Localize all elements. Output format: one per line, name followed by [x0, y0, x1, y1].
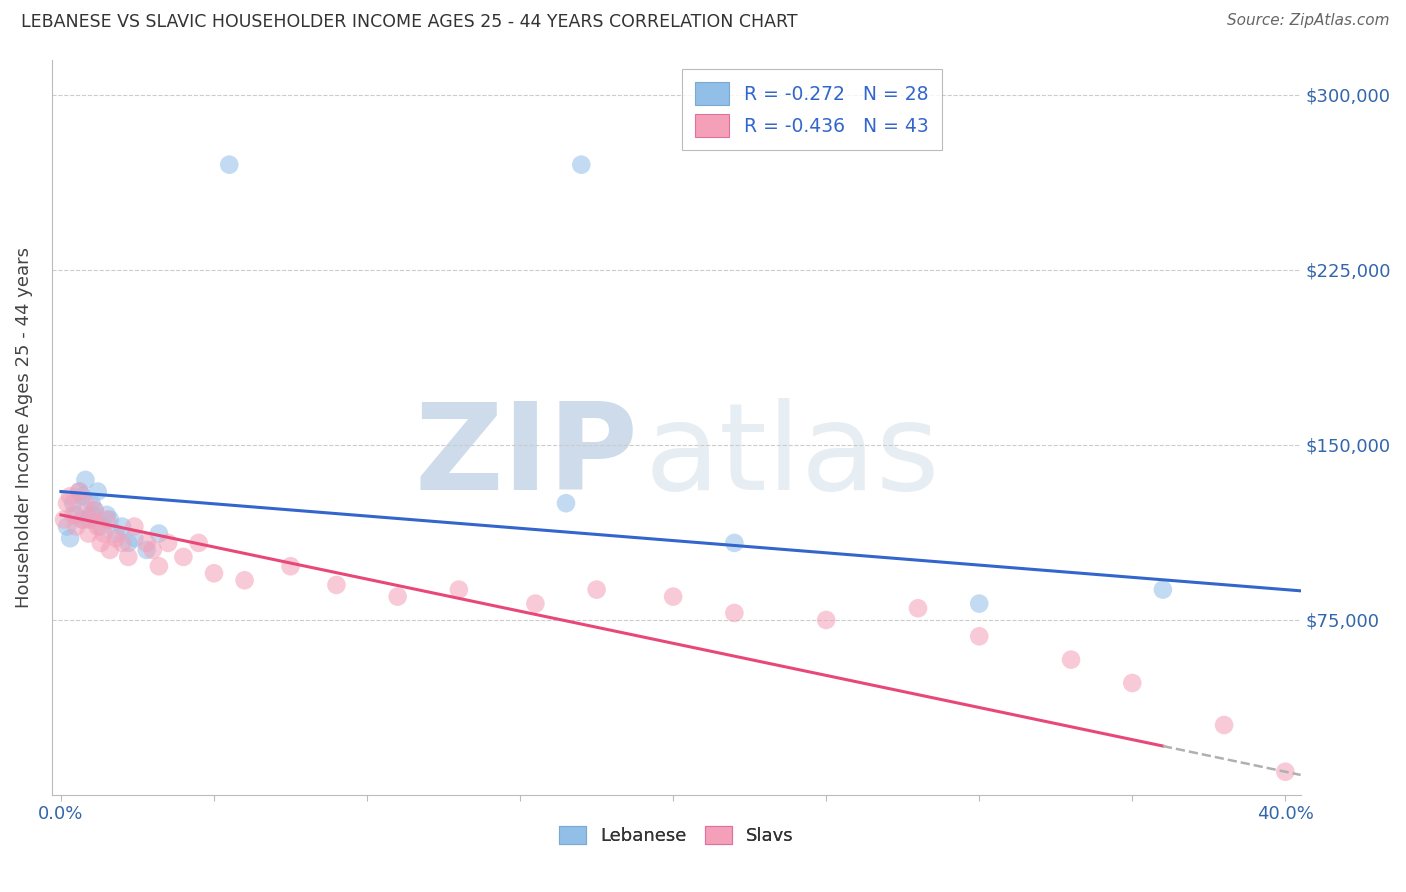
Point — [124, 531, 146, 545]
Point — [569, 158, 592, 172]
Point — [135, 542, 157, 557]
Point — [142, 542, 165, 557]
Point — [447, 582, 470, 597]
Legend: Lebanese, Slavs: Lebanese, Slavs — [551, 819, 801, 852]
Point — [967, 629, 990, 643]
Point — [72, 512, 94, 526]
Point — [325, 578, 347, 592]
Text: Source: ZipAtlas.com: Source: ZipAtlas.com — [1226, 13, 1389, 29]
Point — [62, 508, 84, 522]
Point — [67, 484, 90, 499]
Point — [135, 536, 157, 550]
Point — [72, 512, 94, 526]
Point — [75, 473, 97, 487]
Point — [96, 512, 118, 526]
Point — [67, 484, 90, 499]
Point — [86, 519, 108, 533]
Point — [148, 559, 170, 574]
Point — [59, 531, 82, 545]
Point — [80, 508, 103, 522]
Point — [83, 503, 105, 517]
Point — [105, 526, 128, 541]
Point — [1274, 764, 1296, 779]
Point — [1213, 718, 1236, 732]
Point — [56, 519, 79, 533]
Point — [90, 519, 112, 533]
Point — [117, 549, 139, 564]
Point — [662, 590, 685, 604]
Point — [172, 549, 194, 564]
Point — [815, 613, 838, 627]
Point — [98, 512, 121, 526]
Point — [148, 526, 170, 541]
Point — [98, 542, 121, 557]
Point — [555, 496, 578, 510]
Point — [124, 519, 146, 533]
Point — [111, 536, 134, 550]
Point — [86, 484, 108, 499]
Point — [83, 503, 105, 517]
Point — [233, 574, 256, 588]
Point — [53, 512, 76, 526]
Point — [65, 519, 87, 533]
Point — [387, 590, 409, 604]
Point — [907, 601, 929, 615]
Point — [59, 489, 82, 503]
Point — [77, 526, 100, 541]
Point — [75, 496, 97, 510]
Point — [187, 536, 209, 550]
Point — [77, 512, 100, 526]
Point — [117, 536, 139, 550]
Point — [62, 496, 84, 510]
Point — [1152, 582, 1174, 597]
Point — [80, 496, 103, 510]
Y-axis label: Householder Income Ages 25 - 44 years: Householder Income Ages 25 - 44 years — [15, 247, 32, 607]
Point — [967, 597, 990, 611]
Text: ZIP: ZIP — [415, 398, 638, 516]
Point — [157, 536, 180, 550]
Point — [96, 508, 118, 522]
Point — [90, 536, 112, 550]
Point — [723, 606, 745, 620]
Text: atlas: atlas — [645, 398, 941, 516]
Point — [202, 566, 225, 581]
Point — [93, 526, 115, 541]
Point — [56, 496, 79, 510]
Point — [1121, 676, 1143, 690]
Point — [80, 512, 103, 526]
Point — [111, 519, 134, 533]
Point — [105, 531, 128, 545]
Point — [218, 158, 240, 172]
Point — [65, 508, 87, 522]
Text: LEBANESE VS SLAVIC HOUSEHOLDER INCOME AGES 25 - 44 YEARS CORRELATION CHART: LEBANESE VS SLAVIC HOUSEHOLDER INCOME AG… — [21, 13, 797, 31]
Point — [72, 489, 94, 503]
Point — [524, 597, 547, 611]
Point — [585, 582, 607, 597]
Point — [723, 536, 745, 550]
Point — [1060, 653, 1083, 667]
Point — [280, 559, 302, 574]
